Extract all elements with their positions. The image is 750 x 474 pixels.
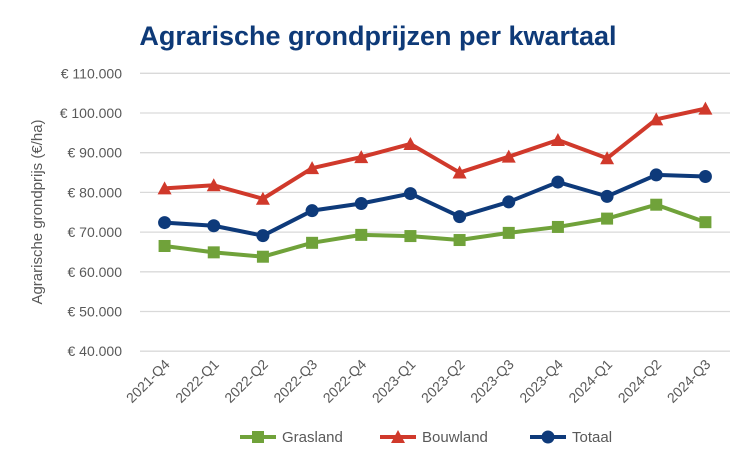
x-tick-label: 2022-Q4 (320, 356, 370, 406)
y-tick-label: € 50.000 (68, 304, 123, 320)
data-point (207, 219, 221, 233)
data-point (206, 178, 221, 192)
legend-label: Bouwland (422, 429, 488, 446)
legend-label: Totaal (572, 429, 612, 446)
y-tick-label: € 80.000 (68, 184, 123, 200)
data-point (650, 198, 663, 211)
data-point (354, 197, 368, 211)
data-point (501, 149, 516, 163)
x-tick-label: 2024-Q3 (664, 356, 714, 406)
series-line (164, 202, 707, 259)
x-tick-label: 2023-Q2 (418, 356, 468, 406)
data-point (158, 239, 171, 252)
data-point (158, 216, 172, 230)
x-tick-label: 2024-Q2 (615, 356, 665, 406)
data-point (600, 151, 615, 165)
y-axis-label: Agrarische grondprijs (€/ha) (29, 119, 46, 304)
series-bouwland (157, 101, 713, 205)
x-tick-label: 2023-Q3 (467, 356, 517, 406)
chart-title: Agrarische grondprijzen per kwartaal (139, 21, 616, 51)
data-point (306, 236, 319, 249)
data-point (403, 187, 417, 201)
y-tick-label: € 70.000 (68, 224, 123, 240)
data-point (453, 234, 466, 247)
data-point (355, 228, 368, 241)
legend-item-totaal: Totaal (530, 429, 612, 446)
x-tick-label: 2023-Q4 (516, 356, 566, 406)
data-point (699, 216, 712, 229)
data-point (502, 195, 516, 209)
legend-item-bouwland: Bouwland (380, 429, 488, 446)
data-point (256, 250, 269, 263)
data-point (649, 168, 663, 182)
data-point (305, 161, 320, 175)
x-tick-label: 2022-Q2 (221, 356, 271, 406)
data-point (256, 229, 270, 243)
data-point (207, 246, 220, 259)
series-line (164, 172, 706, 238)
x-tick-label: 2024-Q1 (565, 356, 615, 406)
data-point (502, 226, 515, 239)
legend-marker (391, 430, 405, 443)
data-point (305, 204, 319, 218)
data-point (601, 212, 614, 225)
legend-marker (541, 430, 555, 444)
data-point (600, 189, 614, 203)
x-tick-label: 2021-Q4 (123, 356, 173, 406)
legend-label: Grasland (282, 429, 343, 446)
data-point (354, 150, 369, 164)
data-point (452, 165, 467, 179)
data-point (551, 220, 564, 233)
legend-marker (252, 431, 264, 443)
series-grasland (158, 198, 712, 263)
data-point (698, 101, 713, 115)
data-point (698, 170, 712, 184)
y-tick-label: € 40.000 (68, 343, 123, 359)
series-totaal (158, 168, 712, 243)
y-tick-label: € 60.000 (68, 264, 123, 280)
data-point (550, 132, 565, 146)
data-point (551, 175, 565, 189)
data-point (649, 112, 664, 126)
data-point (404, 230, 417, 243)
x-tick-label: 2023-Q1 (369, 356, 419, 406)
y-tick-label: € 90.000 (68, 145, 123, 161)
series-line (164, 106, 706, 201)
y-tick-label: € 110.000 (61, 65, 122, 81)
x-tick-label: 2022-Q1 (172, 356, 222, 406)
data-point (255, 191, 270, 205)
legend-item-grasland: Grasland (240, 429, 343, 446)
data-point (403, 136, 418, 150)
data-point (157, 181, 172, 195)
x-tick-label: 2022-Q3 (270, 356, 320, 406)
y-tick-label: € 100.000 (60, 105, 122, 121)
data-point (453, 210, 467, 224)
